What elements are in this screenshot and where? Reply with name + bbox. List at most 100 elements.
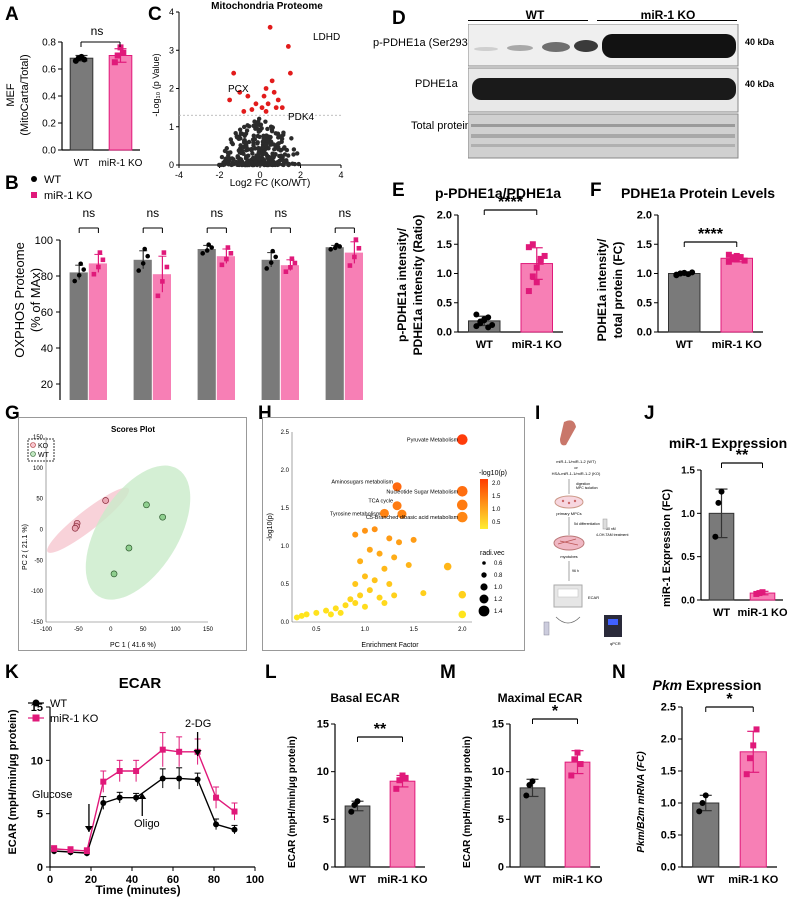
y-tick-label: 0.4 bbox=[42, 92, 56, 103]
bar-wt bbox=[668, 273, 701, 333]
significance-stars: * bbox=[552, 703, 559, 720]
y-tick-label: 1.5 bbox=[637, 239, 652, 251]
x-tick-label: 1.0 bbox=[361, 627, 370, 633]
a-ns-label: ns bbox=[91, 24, 104, 38]
volcano-point bbox=[256, 146, 261, 152]
pca-point-wt bbox=[159, 513, 166, 521]
b-ylabel-2: (% of MAx) bbox=[28, 268, 43, 332]
data-point-wt bbox=[140, 261, 146, 266]
volcano-point bbox=[228, 150, 233, 155]
volcano-point bbox=[237, 162, 242, 168]
y-tick-label: 100 bbox=[33, 466, 44, 472]
panel-letter-m: M bbox=[440, 662, 456, 683]
bar-wt-CI bbox=[69, 272, 88, 400]
panel-f-chart: PDHE1a Protein Levels PDHE1a intensity/ … bbox=[595, 185, 775, 351]
enrichment-point bbox=[366, 587, 373, 594]
h-plot-area: 0.0 0.5 1.0 1.5 2.0 2.5 0.5 1.0 1.5 2.0 Pyruvate M… bbox=[281, 430, 503, 633]
b-ns-label: ns bbox=[338, 206, 351, 220]
e-plot-area: 0.0 0.5 1.0 1.5 2.0 WT miR-1 KO **** bbox=[437, 194, 563, 351]
ecar-point-ko bbox=[67, 846, 74, 853]
pathway-label: Pyruvate Metabolism bbox=[407, 438, 459, 444]
volcano-point bbox=[252, 136, 258, 142]
f-ylabel-2: total protein (FC) bbox=[611, 242, 625, 339]
d-line-wt bbox=[468, 20, 588, 21]
panel-g-pca: Scores Plot PC 1 ( 41.6 %) PC 2 ( 21.1 %… bbox=[18, 417, 247, 651]
panel-c-volcano: Mitochondria Proteome -Log₁₀ (p Value) L… bbox=[151, 1, 344, 189]
color-scale-label: 1.0 bbox=[492, 507, 501, 513]
data-point-ko bbox=[289, 256, 295, 262]
bar-wt-CIV bbox=[261, 259, 280, 400]
y-tick-label: 5 bbox=[498, 814, 504, 826]
volcano-point-significant bbox=[273, 105, 279, 111]
enrichment-point bbox=[357, 592, 364, 599]
ecar-line-ko bbox=[54, 748, 235, 852]
x-tick-label: 100 bbox=[171, 627, 182, 633]
data-point-ko bbox=[529, 273, 536, 280]
g-ylabel: PC 2 ( 21.1 %) bbox=[22, 524, 29, 570]
data-point-ko bbox=[568, 772, 575, 779]
enrichment-point bbox=[456, 511, 468, 523]
pathway-label: Aminosugars metabolism bbox=[331, 480, 393, 486]
volcano-point-significant bbox=[269, 78, 275, 84]
blot-band bbox=[574, 40, 598, 52]
size-legend-dot bbox=[479, 594, 489, 604]
volcano-point bbox=[233, 130, 238, 136]
d-row-label-2: PDHE1a bbox=[415, 78, 458, 90]
volcano-point bbox=[291, 152, 296, 157]
significance-stars: ** bbox=[374, 721, 387, 738]
blot-stain-band bbox=[471, 124, 735, 127]
y-tick-label: 50 bbox=[36, 497, 43, 503]
data-point-wt bbox=[702, 792, 709, 799]
volcano-point bbox=[238, 131, 244, 136]
data-point-ko bbox=[577, 761, 584, 768]
ko-confidence-ellipse bbox=[47, 487, 130, 553]
enrichment-point bbox=[396, 539, 403, 546]
x-tick-label: -2 bbox=[215, 170, 223, 180]
volcano-point-significant bbox=[241, 109, 247, 114]
y-tick-label: 0.8 bbox=[42, 38, 56, 49]
b-legend-wt: WT bbox=[44, 174, 61, 186]
cell-dot bbox=[561, 499, 565, 503]
enrichment-point bbox=[391, 554, 398, 561]
seahorse-screen bbox=[557, 588, 579, 598]
volcano-point bbox=[282, 145, 287, 150]
panel-l-chart: Basal ECAR ECAR (mpH/min/µg protein) 0 5 1… bbox=[287, 691, 428, 886]
i-text-6: primary MPCs bbox=[556, 511, 581, 516]
i-text-5: MPC isolation bbox=[576, 486, 598, 490]
enrichment-point bbox=[327, 611, 334, 618]
enrichment-point bbox=[458, 590, 467, 599]
data-point-wt bbox=[718, 488, 725, 495]
data-point-ko bbox=[402, 775, 409, 782]
data-point-ko bbox=[352, 254, 357, 260]
data-point-ko bbox=[160, 279, 165, 284]
bar-ko bbox=[108, 55, 133, 151]
volcano-point bbox=[219, 154, 225, 160]
data-point-ko bbox=[537, 255, 544, 262]
y-tick-label: 1.0 bbox=[437, 268, 452, 280]
volcano-point bbox=[229, 162, 234, 168]
enrichment-point bbox=[376, 594, 383, 601]
volcano-point bbox=[259, 161, 264, 166]
volcano-point-significant bbox=[265, 101, 271, 107]
n-plot-area: 0.0 0.5 1.0 1.5 2.0 2.5 WT miR-1 KO * bbox=[661, 691, 779, 886]
volcano-point bbox=[249, 148, 254, 153]
blot-stain-band bbox=[471, 134, 735, 138]
volcano-point bbox=[296, 161, 301, 167]
enrichment-point bbox=[371, 526, 378, 533]
myotube-fiber bbox=[559, 540, 579, 546]
volcano-point bbox=[276, 144, 281, 150]
ecar-point-wt bbox=[116, 794, 123, 801]
data-point-wt bbox=[209, 245, 214, 250]
volcano-point bbox=[236, 148, 242, 153]
y-tick-label: 0 bbox=[37, 862, 43, 874]
data-point-ko bbox=[533, 264, 540, 271]
data-point-wt bbox=[268, 260, 274, 265]
data-point-ko bbox=[759, 589, 766, 596]
b-plot-area: 020406080100nsCInsCIInsCIIInsCIVnsCV bbox=[35, 206, 363, 400]
data-point-ko bbox=[574, 749, 581, 756]
data-point-ko bbox=[756, 590, 763, 597]
size-legend-label: 1.0 bbox=[494, 585, 503, 591]
volcano-point-significant bbox=[267, 24, 273, 30]
volcano-point bbox=[246, 139, 252, 145]
